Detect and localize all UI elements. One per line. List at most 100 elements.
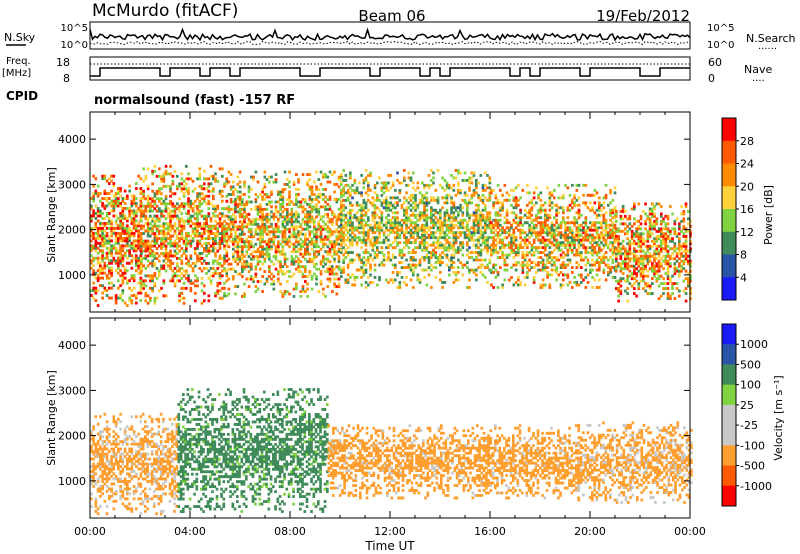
echo-cell (355, 186, 359, 190)
echo-cell (490, 223, 493, 227)
echo-cell (315, 235, 318, 239)
echo-cell (160, 264, 163, 268)
echo-cell (514, 198, 518, 202)
echo-cell (407, 226, 411, 230)
echo-cell (328, 250, 332, 254)
echo-cell (624, 262, 627, 266)
echo-cell (340, 180, 343, 184)
echo-cell (158, 197, 161, 201)
echo-cell (207, 232, 211, 235)
echo-cell (101, 197, 104, 200)
echo-cell (92, 192, 95, 195)
echo-cell (189, 257, 193, 260)
echo-cell (369, 268, 372, 272)
echo-cell (512, 263, 516, 267)
echo-cell (256, 205, 260, 209)
echo-cell (225, 214, 229, 218)
echo-cell (499, 218, 502, 222)
echo-cell (189, 177, 193, 181)
echo-cell (167, 252, 170, 255)
echo-cell (221, 296, 224, 300)
echo-cell (434, 231, 438, 235)
echo-cell (609, 218, 612, 222)
echo-cell (234, 200, 237, 204)
echo-cell (234, 215, 237, 219)
echo-cell (254, 207, 258, 211)
echo-cell (340, 228, 343, 232)
echo-cell (577, 263, 581, 267)
echo-cell (256, 225, 260, 229)
echo-cell (468, 238, 471, 242)
echo-cell (351, 228, 354, 232)
echo-cell (523, 253, 527, 257)
echo-cell (530, 221, 534, 225)
echo-cell (541, 283, 545, 287)
echo-cell (468, 201, 471, 205)
echo-cell (349, 193, 352, 197)
echo-cell (452, 211, 456, 215)
echo-cell (555, 268, 558, 272)
echo-cell (301, 198, 305, 201)
echo-cell (218, 237, 222, 240)
echo-cell (532, 196, 536, 200)
echo-cell (117, 197, 120, 200)
echo-cell (144, 284, 148, 288)
echo-cell (412, 196, 415, 200)
echo-cell (146, 229, 150, 233)
echo-cell (412, 226, 415, 230)
echo-cell (119, 217, 122, 220)
echo-cell (295, 195, 298, 199)
echo-cell (575, 266, 579, 269)
echo-cell (308, 272, 312, 276)
echo-cell (326, 180, 330, 184)
echo-cell (468, 176, 471, 180)
echo-cell (281, 215, 285, 219)
echo-cell (216, 272, 220, 275)
echo-cell (256, 210, 260, 214)
echo-cell (342, 169, 345, 172)
echo-cell (207, 224, 211, 228)
echo-cell (247, 245, 251, 249)
echo-cell (505, 263, 509, 267)
echo-cell (342, 218, 345, 222)
echo-cell (140, 244, 143, 248)
echo-cell (459, 221, 462, 225)
echo-cell (223, 254, 226, 258)
echo-cell (333, 267, 336, 271)
echo-cell (566, 263, 570, 267)
echo-cell (550, 228, 554, 232)
echo-cell (436, 221, 440, 225)
echo-cell (169, 237, 172, 240)
echo-cell (600, 203, 603, 207)
echo-cell (119, 244, 122, 248)
echo-cell (501, 238, 504, 242)
echo-cell (221, 264, 224, 268)
echo-cell (155, 276, 159, 280)
echo-cell (535, 213, 538, 217)
echo-cell (173, 252, 177, 255)
echo-cell (274, 178, 278, 181)
echo-cell (178, 269, 181, 273)
echo-cell (218, 244, 222, 248)
echo-cell (380, 188, 384, 192)
echo-cell (290, 225, 294, 229)
echo-cell (272, 180, 276, 184)
echo-cell (342, 198, 345, 202)
echo-cell (450, 201, 453, 205)
echo-cell (510, 223, 513, 227)
echo-cell (562, 236, 565, 240)
echo-cell (149, 202, 152, 206)
echo-cell (611, 253, 615, 257)
echo-cell (99, 229, 102, 233)
echo-cell (92, 199, 95, 203)
echo-cell (337, 260, 341, 264)
echo-cell (445, 248, 449, 252)
echo-cell (564, 253, 567, 257)
echo-cell (575, 226, 579, 230)
echo-cell (135, 182, 138, 185)
echo-cell (481, 231, 485, 235)
echo-cell (225, 252, 229, 255)
echo-cell (121, 276, 125, 280)
echo-cell (250, 262, 253, 266)
echo-cell (101, 202, 104, 205)
